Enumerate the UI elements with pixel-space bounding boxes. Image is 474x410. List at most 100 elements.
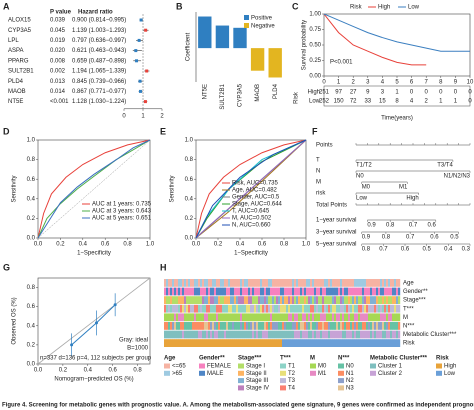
heatmap-cell — [352, 279, 355, 287]
heatmap-cell — [230, 339, 233, 347]
heatmap-cell — [290, 287, 293, 296]
heatmap-cell — [184, 313, 187, 322]
heatmap-cell — [210, 279, 213, 287]
risk-table-frame — [323, 85, 471, 107]
heatmap-cell — [300, 330, 303, 339]
heatmap-cell — [252, 339, 255, 347]
heatmap-cell — [276, 287, 279, 296]
heatmap-cell — [354, 313, 357, 322]
hr-marker — [138, 79, 142, 83]
hazard-ratio: 0.867 (0.771−0.977) — [72, 89, 126, 95]
heatmap-cell — [288, 296, 291, 304]
heatmap-cell — [170, 330, 173, 339]
heatmap-cell — [268, 304, 271, 313]
heatmap-cell — [342, 304, 345, 313]
heatmap-cell — [180, 304, 183, 313]
heatmap-cell — [228, 296, 231, 304]
heatmap-cell — [320, 313, 323, 322]
heatmap-cell — [366, 322, 369, 330]
hr-marker — [139, 18, 143, 22]
heatmap-cell — [186, 296, 189, 304]
gene-name: CYP3A5 — [8, 28, 32, 34]
heatmap-cell — [202, 322, 205, 330]
heatmap-cell — [188, 304, 191, 313]
heatmap-cell — [366, 304, 369, 313]
heatmap-cell — [290, 339, 293, 347]
heatmap-cell — [312, 322, 315, 330]
line — [195, 139, 307, 239]
line — [323, 13, 427, 66]
heatmap-cell — [322, 296, 325, 304]
heatmap-cell — [186, 322, 189, 330]
heatmap-cell — [242, 296, 245, 304]
heatmap-cell — [244, 330, 247, 339]
heatmap-cell — [216, 313, 219, 322]
heatmap-cell — [326, 304, 329, 313]
gene-name: LPL — [8, 38, 19, 44]
heatmap-cell — [376, 339, 379, 347]
heatmap-cell — [188, 287, 191, 296]
legend-title: Risk — [350, 5, 363, 11]
row-label: Age — [403, 280, 414, 286]
heatmap-cell — [298, 287, 301, 296]
heatmap-cell — [356, 296, 359, 304]
heatmap-cell — [176, 330, 179, 339]
heatmap-cell — [254, 313, 257, 322]
heatmap-cell — [168, 279, 171, 287]
heatmap-cell — [392, 339, 395, 347]
scale-label: Low — [356, 196, 368, 202]
heatmap-cell — [376, 313, 379, 322]
legend-swatch — [199, 363, 205, 369]
y-tick-label: 0.0 — [185, 236, 194, 242]
heatmap-cell — [352, 296, 355, 304]
heatmap-cell — [220, 296, 223, 304]
heatmap-cell — [228, 304, 231, 313]
heatmap-cell — [300, 322, 303, 330]
heatmap-cell — [264, 330, 267, 339]
heatmap-cell — [262, 287, 265, 296]
heatmap-cell — [382, 296, 385, 304]
heatmap-cell — [290, 304, 293, 313]
heatmap-cell — [264, 287, 267, 296]
legend-label: N0 — [346, 364, 354, 370]
heatmap-cell — [344, 322, 347, 330]
heatmap-cell — [314, 287, 317, 296]
heatmap-cell — [294, 322, 297, 330]
heatmap-cell — [206, 287, 209, 296]
hazard-ratio: 0.845 (0.739−0.966) — [72, 79, 126, 85]
heatmap-cell — [330, 322, 333, 330]
heatmap-cell — [262, 322, 265, 330]
heatmap-cell — [180, 339, 183, 347]
x-tick-label: NT5E — [202, 84, 208, 99]
heatmap-cell — [326, 287, 329, 296]
heatmap-cell — [282, 279, 285, 287]
x-tick-label: 9 — [454, 80, 458, 86]
heatmap-cell — [386, 296, 389, 304]
heatmap-cell — [326, 279, 329, 287]
heatmap-cell — [390, 313, 393, 322]
heatmap-cell — [362, 304, 365, 313]
heatmap-cell — [304, 279, 307, 287]
heatmap-cell — [222, 304, 225, 313]
heatmap-cell — [362, 296, 365, 304]
legend-swatch — [280, 370, 286, 376]
heatmap-cell — [304, 330, 307, 339]
heatmap-cell — [370, 287, 373, 296]
heatmap-cell — [324, 339, 327, 347]
heatmap-cell — [356, 287, 359, 296]
heatmap-cell — [386, 330, 389, 339]
risk-count: 1 — [439, 99, 443, 105]
heatmap-cell — [234, 313, 237, 322]
heatmap-cell — [238, 304, 241, 313]
heatmap-cell — [392, 296, 395, 304]
heatmap-cell — [364, 287, 367, 296]
heatmap-cell — [278, 279, 281, 287]
heatmap-cell — [258, 330, 261, 339]
heatmap-cell — [192, 313, 195, 322]
y-axis-label: Survival probability — [302, 20, 308, 70]
heatmap-cell — [346, 304, 349, 313]
legend-label: Stage III — [246, 378, 269, 384]
heatmap-cell — [328, 313, 331, 322]
heatmap-cell — [266, 313, 269, 322]
